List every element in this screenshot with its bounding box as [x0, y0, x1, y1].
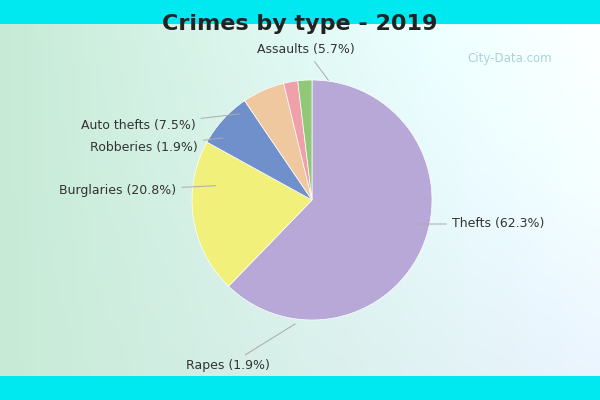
Wedge shape [284, 81, 312, 200]
Text: Burglaries (20.8%): Burglaries (20.8%) [59, 184, 215, 197]
Wedge shape [245, 83, 312, 200]
Wedge shape [207, 101, 312, 200]
Text: Assaults (5.7%): Assaults (5.7%) [257, 44, 355, 80]
Wedge shape [229, 80, 432, 320]
Text: Auto thefts (7.5%): Auto thefts (7.5%) [80, 114, 239, 132]
Text: Rapes (1.9%): Rapes (1.9%) [186, 324, 295, 372]
Wedge shape [298, 80, 312, 200]
Wedge shape [192, 142, 312, 286]
Text: Crimes by type - 2019: Crimes by type - 2019 [163, 14, 437, 34]
Text: Robberies (1.9%): Robberies (1.9%) [90, 138, 223, 154]
Text: Thefts (62.3%): Thefts (62.3%) [417, 218, 544, 230]
Text: City-Data.com: City-Data.com [467, 52, 552, 65]
